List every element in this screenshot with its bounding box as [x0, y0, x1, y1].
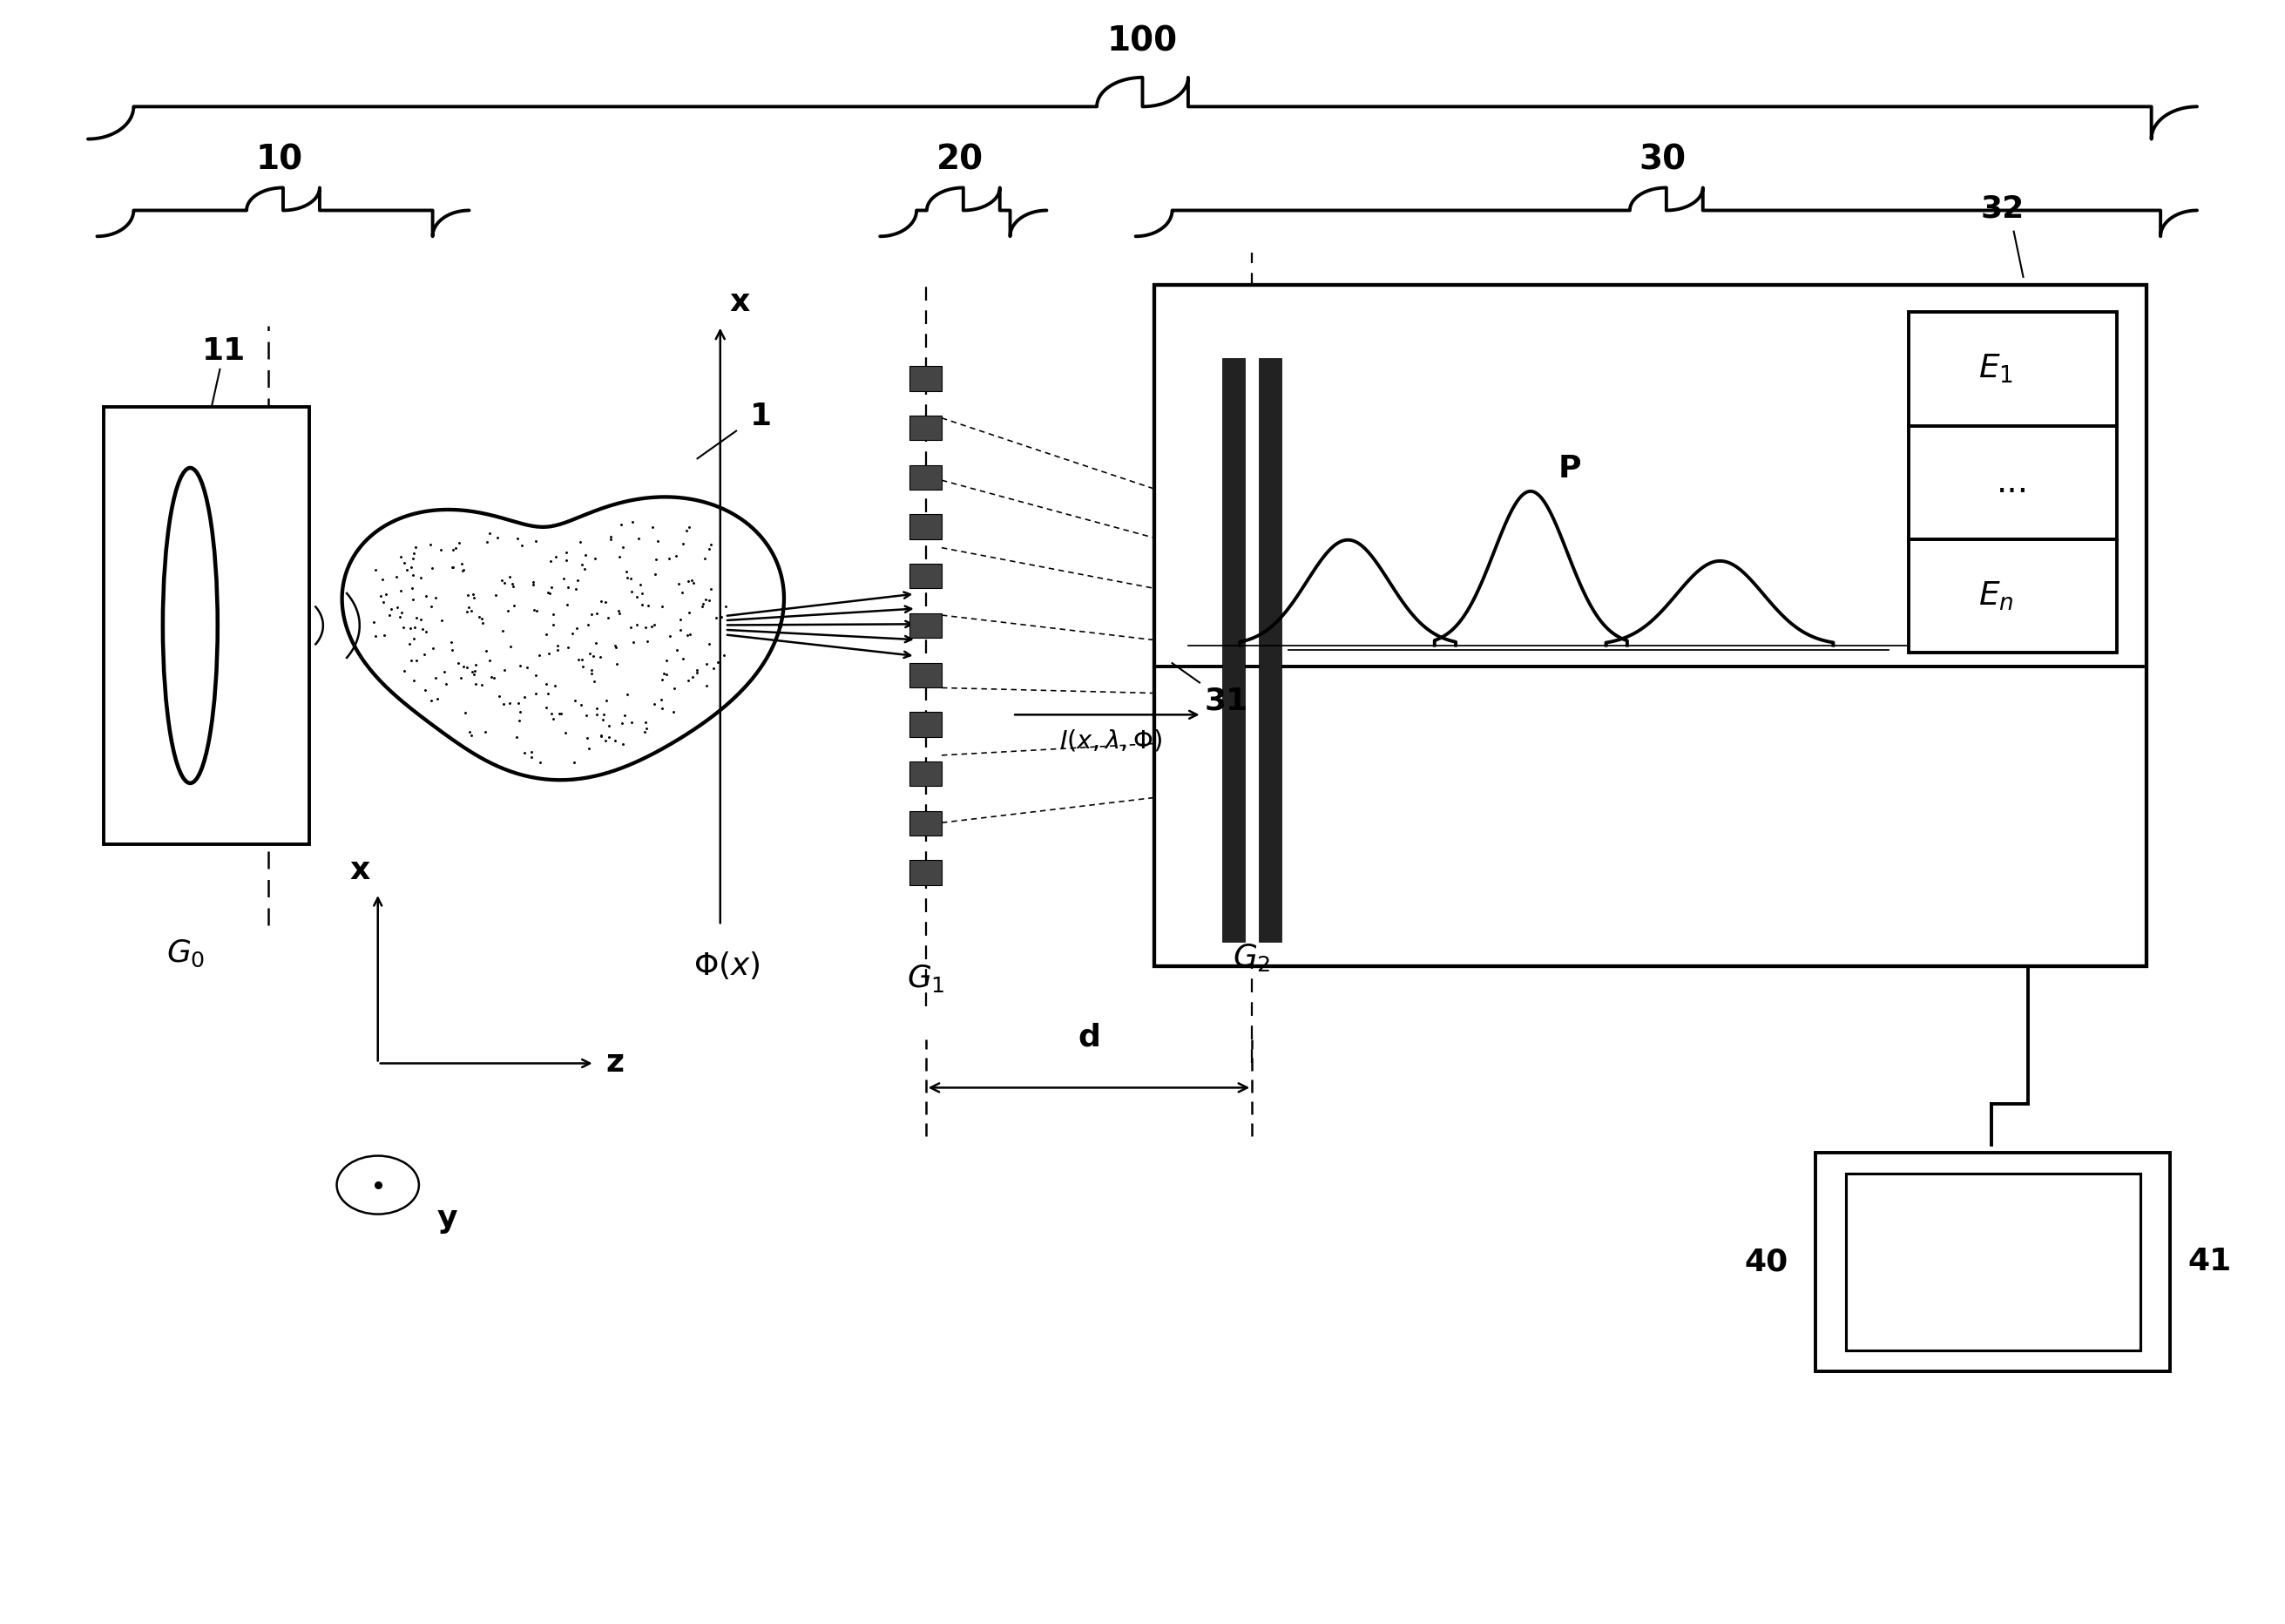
Text: 40: 40: [1746, 1247, 1789, 1276]
Text: 32: 32: [1981, 193, 2025, 224]
Bar: [909, 762, 941, 786]
Text: 30: 30: [1638, 143, 1686, 177]
Text: P: P: [1558, 453, 1581, 484]
Text: $E_n$: $E_n$: [1979, 580, 2013, 612]
Text: y: y: [436, 1205, 457, 1234]
Bar: [1817, 1153, 2171, 1371]
Bar: [909, 810, 941, 836]
Bar: [1259, 357, 1282, 942]
Bar: [909, 711, 941, 737]
Text: $I(x,\lambda,\Phi)$: $I(x,\lambda,\Phi)$: [1060, 728, 1163, 754]
Bar: [909, 515, 941, 539]
Bar: [1154, 284, 2148, 966]
Text: x: x: [729, 287, 749, 317]
Text: 100: 100: [1108, 24, 1177, 58]
Text: $G_1$: $G_1$: [907, 963, 944, 994]
Polygon shape: [343, 497, 784, 780]
Bar: [909, 365, 941, 391]
Text: 11: 11: [201, 336, 244, 365]
Text: $G_2$: $G_2$: [1234, 942, 1270, 973]
Bar: [103, 406, 308, 844]
Bar: [909, 416, 941, 440]
Text: d: d: [1079, 1023, 1099, 1052]
Bar: [1846, 1174, 2141, 1351]
Bar: [909, 614, 941, 638]
Bar: [909, 464, 941, 489]
Text: 1: 1: [749, 401, 772, 430]
Text: z: z: [606, 1049, 624, 1078]
Text: x: x: [350, 856, 370, 885]
Text: $E_1$: $E_1$: [1979, 352, 2013, 385]
Text: ...: ...: [1997, 466, 2029, 499]
Bar: [1222, 357, 1245, 942]
Ellipse shape: [162, 468, 217, 783]
Text: $\Phi(x)$: $\Phi(x)$: [695, 950, 761, 981]
Text: 31: 31: [1204, 685, 1248, 716]
Text: $G_0$: $G_0$: [167, 939, 206, 970]
Bar: [909, 564, 941, 588]
Bar: [909, 861, 941, 885]
Bar: [1908, 312, 2116, 653]
Bar: [909, 663, 941, 687]
Text: 20: 20: [937, 143, 983, 177]
Text: 10: 10: [256, 143, 304, 177]
Text: 41: 41: [2189, 1247, 2232, 1276]
